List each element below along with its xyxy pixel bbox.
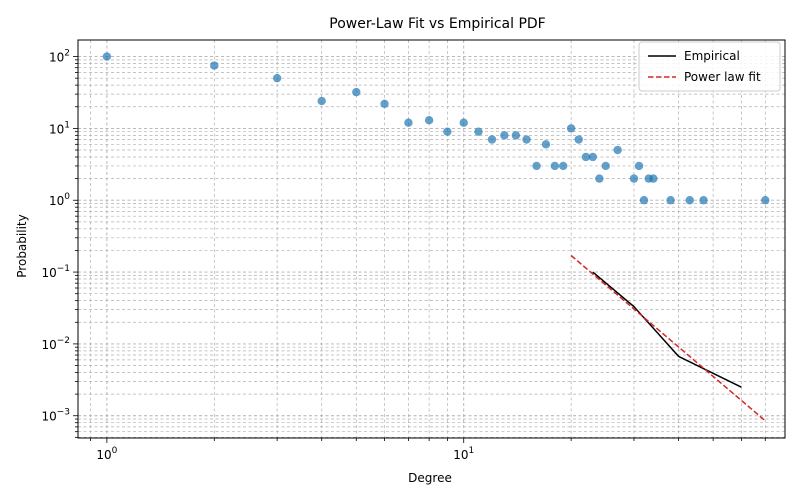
y-tick-label: 100 bbox=[49, 192, 70, 208]
scatter-point bbox=[317, 96, 326, 106]
scatter-point bbox=[102, 52, 112, 61]
scatter-point bbox=[699, 196, 708, 205]
x-tick-label: 100 bbox=[96, 446, 117, 462]
scatter-point bbox=[685, 196, 694, 205]
scatter-point bbox=[558, 161, 568, 171]
x-tick-label: 101 bbox=[453, 446, 474, 462]
scatter-points bbox=[102, 52, 770, 205]
y-tick-label: 10−2 bbox=[41, 336, 70, 352]
axis-ticks: 100 101 10−3 10−2 10−1 100 101 102 bbox=[41, 49, 766, 462]
scatter-point bbox=[424, 116, 434, 125]
scatter-point bbox=[613, 145, 622, 155]
scatter-point bbox=[380, 99, 389, 108]
power-law-fit-line bbox=[570, 254, 766, 422]
scatter-point bbox=[487, 135, 497, 144]
scatter-point bbox=[500, 131, 509, 140]
y-tick-label: 10−3 bbox=[41, 408, 70, 424]
y-tick-label: 102 bbox=[49, 49, 70, 65]
scatter-point bbox=[443, 127, 452, 136]
scatter-point bbox=[272, 73, 282, 83]
legend: Empirical Power law fit bbox=[638, 41, 781, 92]
legend-fit-label: Power law fit bbox=[684, 70, 761, 84]
scatter-point bbox=[474, 127, 483, 136]
scatter-point bbox=[595, 174, 604, 183]
scatter-point bbox=[588, 152, 597, 162]
scatter-point bbox=[581, 152, 591, 162]
scatter-point bbox=[511, 131, 521, 140]
grid bbox=[78, 40, 785, 438]
empirical-line bbox=[592, 271, 742, 388]
scatter-point bbox=[210, 61, 219, 70]
scatter-point bbox=[629, 174, 639, 183]
scatter-point bbox=[352, 87, 361, 97]
scatter-point bbox=[601, 161, 610, 171]
legend-box bbox=[638, 41, 781, 92]
y-axis-title: Probability bbox=[15, 214, 29, 277]
x-axis-title: Degree bbox=[408, 471, 452, 485]
scatter-point bbox=[666, 196, 675, 205]
legend-empirical-label: Empirical bbox=[684, 49, 740, 63]
scatter-point bbox=[566, 124, 576, 133]
scatter-point bbox=[541, 140, 551, 149]
scatter-point bbox=[761, 196, 770, 205]
scatter-point bbox=[649, 174, 658, 183]
series-lines bbox=[570, 254, 766, 422]
scatter-point bbox=[574, 135, 583, 144]
scatter-point bbox=[532, 161, 541, 171]
chart-title: Power-Law Fit vs Empirical PDF bbox=[329, 16, 545, 32]
y-tick-label: 101 bbox=[49, 120, 70, 136]
plot-frame bbox=[77, 39, 786, 439]
scatter-point bbox=[459, 118, 468, 127]
scatter-point bbox=[550, 161, 560, 171]
y-tick-label: 10−1 bbox=[41, 264, 70, 280]
scatter-point bbox=[404, 118, 413, 127]
scatter-point bbox=[634, 161, 644, 171]
scatter-point bbox=[522, 135, 531, 144]
scatter-point bbox=[639, 196, 649, 205]
